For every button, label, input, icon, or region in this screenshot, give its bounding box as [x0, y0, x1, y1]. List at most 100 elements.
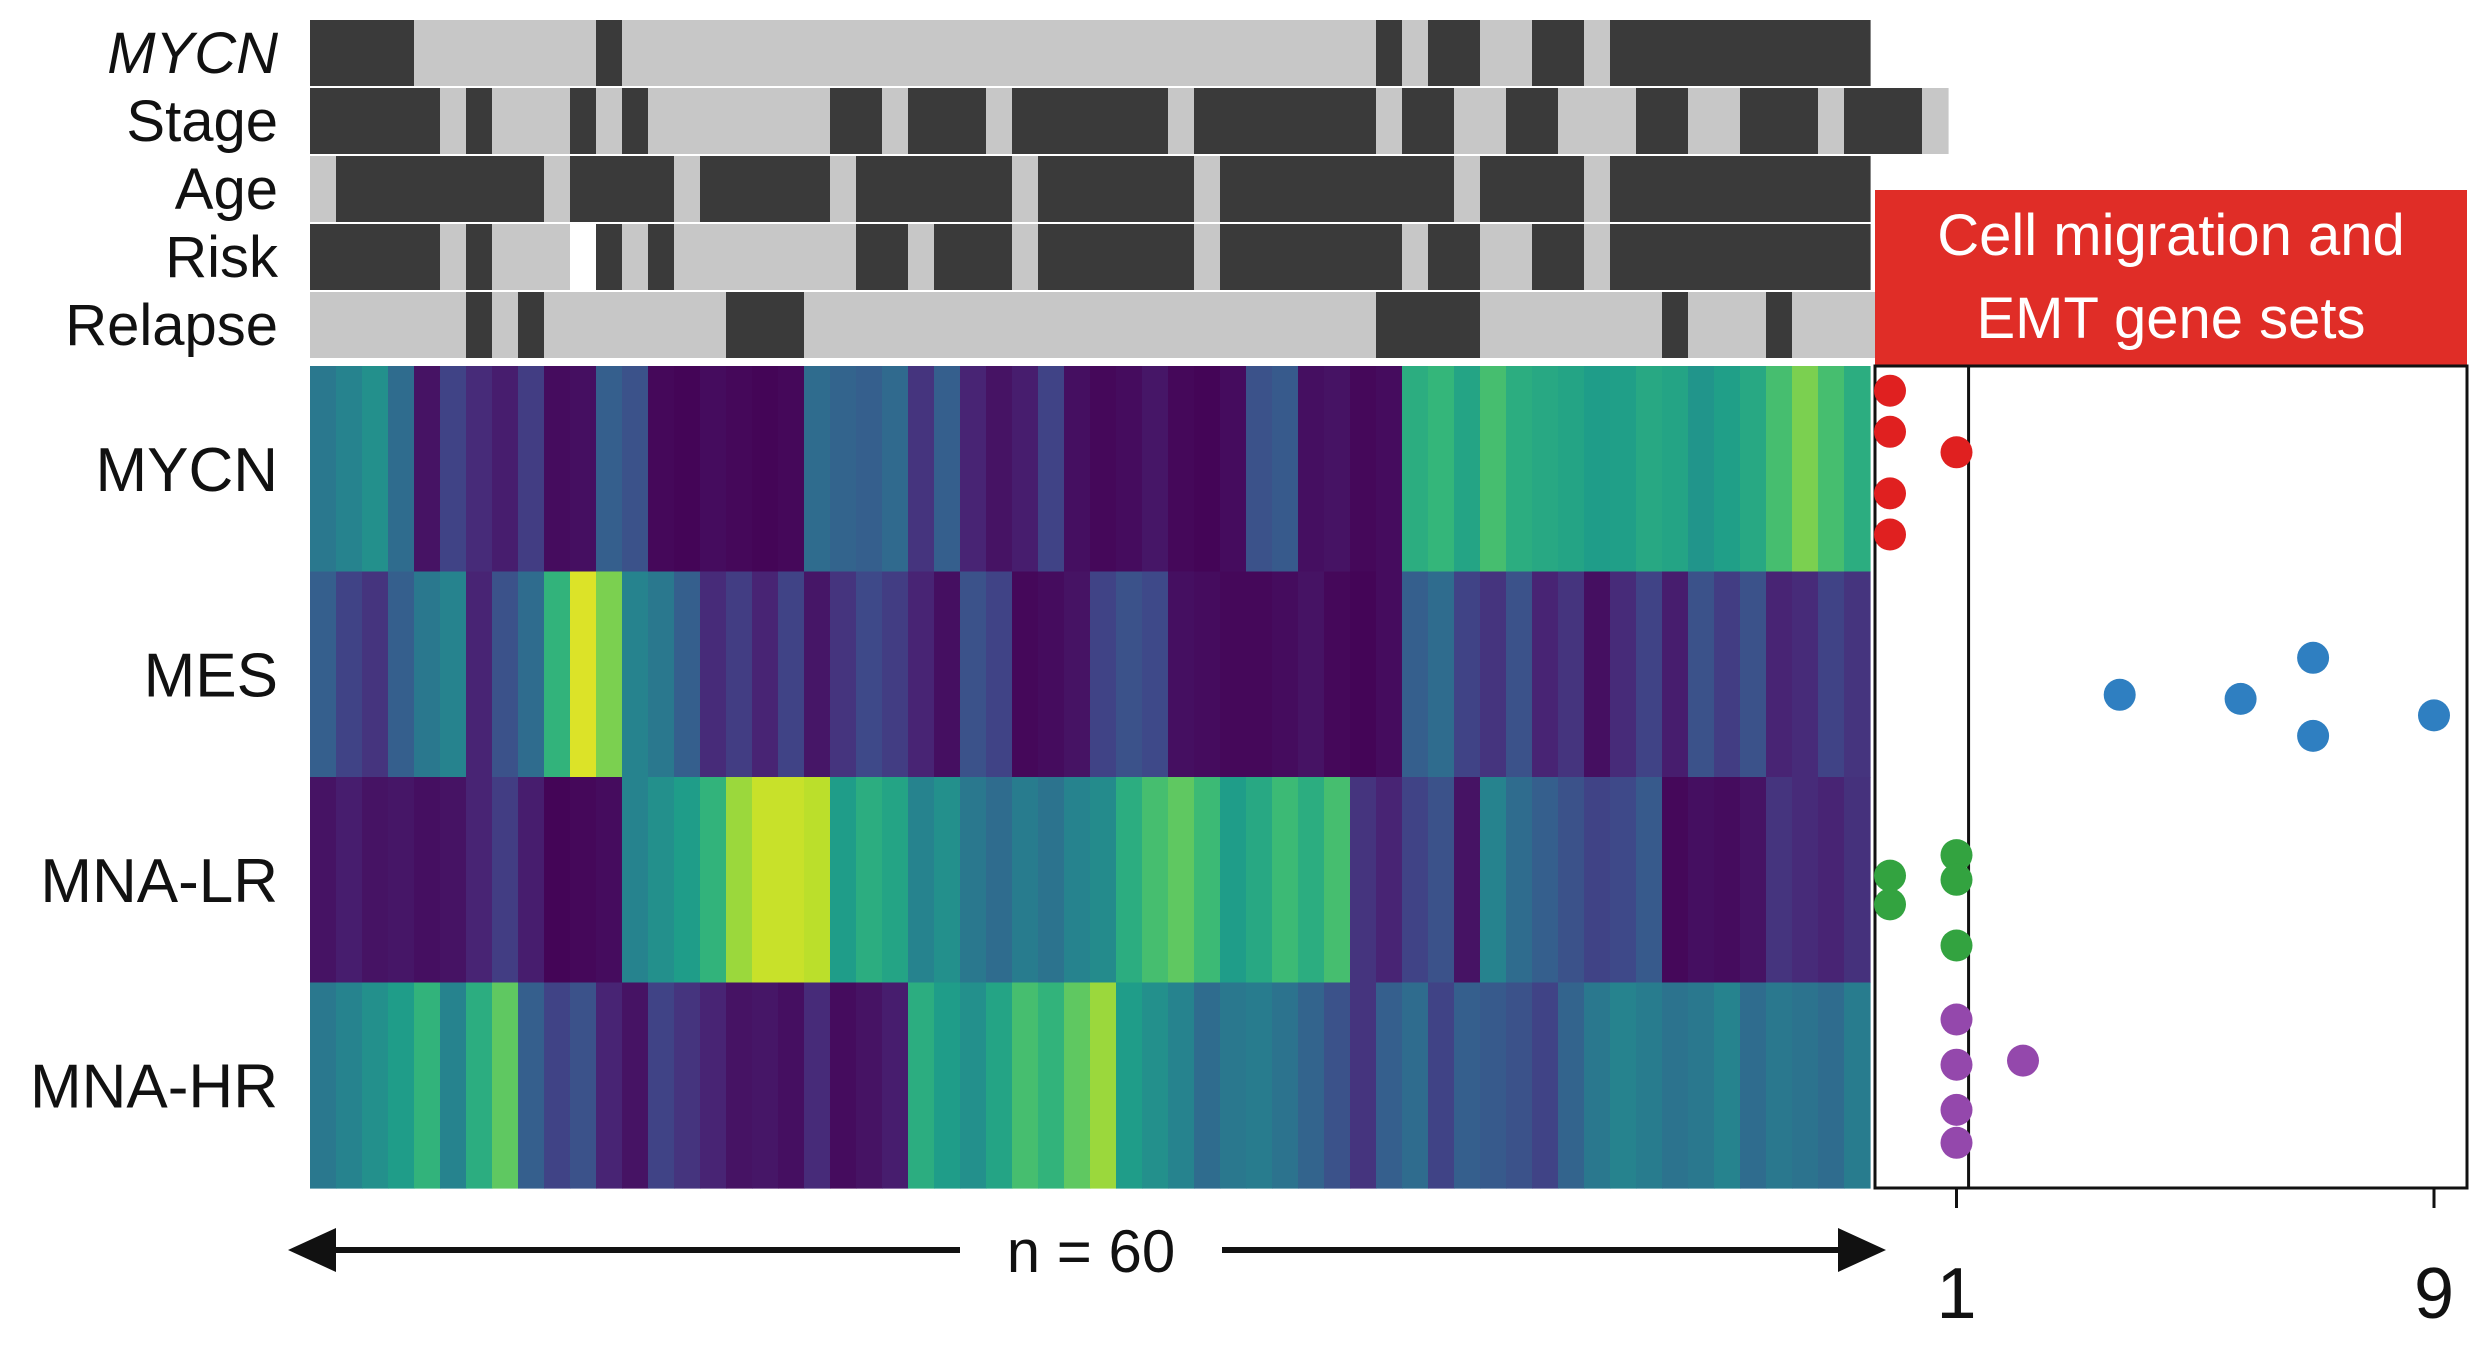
gene-set-dot	[1940, 863, 1973, 896]
heatmap-cell	[1662, 571, 1689, 778]
heatmap-cell	[1064, 777, 1091, 984]
heatmap-cell	[1142, 571, 1169, 778]
annotation-segment	[310, 88, 441, 154]
heatmap-cell	[1844, 366, 1871, 573]
heatmap-cell	[1324, 571, 1351, 778]
heatmap-cell	[1324, 366, 1351, 573]
heatmap-cell	[622, 982, 649, 1189]
annotation-segment	[1584, 224, 1611, 290]
annotation-segment	[908, 224, 935, 290]
annotation-segment	[1038, 156, 1195, 222]
gene-set-dot	[1874, 374, 1906, 407]
annotation-segment	[726, 292, 805, 358]
heatmap-cell	[440, 366, 467, 573]
heatmap-cell	[1818, 366, 1845, 573]
annotation-segment	[518, 292, 545, 358]
annotation-segment	[1194, 88, 1377, 154]
heatmap-cell	[778, 366, 805, 573]
gene-set-dot	[1940, 839, 1973, 872]
gene-set-dot	[2224, 682, 2257, 715]
annotation-segment	[1376, 20, 1403, 86]
heatmap-cell	[1584, 982, 1611, 1189]
heatmap-cell	[310, 571, 337, 778]
heatmap-cell	[544, 982, 571, 1189]
heatmap-cell	[1688, 777, 1715, 984]
annotation-segment	[1636, 88, 1689, 154]
heatmap-cell	[1688, 982, 1715, 1189]
heatmap-cell	[1012, 571, 1039, 778]
heatmap-cell	[1116, 982, 1143, 1189]
heatmap-cell	[1090, 777, 1117, 984]
annotation-segment	[648, 88, 831, 154]
gene-set-dot	[2297, 719, 2330, 752]
heatmap-cell	[1532, 366, 1559, 573]
heatmap-cell	[1168, 777, 1195, 984]
heatmap-cell	[726, 777, 753, 984]
heatmap-cell	[648, 366, 675, 573]
heatmap-cell	[1428, 366, 1455, 573]
heatmap-cell	[1844, 982, 1871, 1189]
heatmap-cell	[1194, 571, 1221, 778]
heatmap-cell	[1116, 571, 1143, 778]
heatmap-cell	[856, 777, 883, 984]
heatmap-cell	[336, 571, 363, 778]
heatmap-cell	[1714, 366, 1741, 573]
annotation-segment	[1220, 224, 1403, 290]
annotation-segment	[1402, 88, 1455, 154]
heatmap-cell	[466, 982, 493, 1189]
annotation-segment	[1428, 20, 1481, 86]
heatmap-cell	[1610, 571, 1637, 778]
heatmap-cell	[1220, 366, 1247, 573]
heatmap-cell	[752, 366, 779, 573]
annotation-segment	[1818, 88, 1845, 154]
heatmap-cell	[1480, 366, 1507, 573]
heatmap-cell	[310, 982, 337, 1189]
heatmap-cell	[310, 366, 337, 573]
annotation-segment	[310, 292, 467, 358]
heatmap-cell	[1506, 777, 1533, 984]
heatmap-cell	[570, 777, 597, 984]
sample-count-axis: n = 60	[288, 1218, 1886, 1285]
heatmap-cell	[1246, 777, 1273, 984]
annotation-segment	[882, 88, 909, 154]
heatmap-cell	[674, 777, 701, 984]
heatmap-cell	[1558, 571, 1585, 778]
annotation-segment	[570, 156, 675, 222]
annotation-segment	[1376, 88, 1403, 154]
heatmap-cells	[310, 366, 1871, 1189]
heatmap-cell	[1688, 366, 1715, 573]
annotation-segment	[1506, 88, 1559, 154]
gene-set-dot	[1940, 1048, 1973, 1081]
heatmap-cell	[934, 982, 961, 1189]
annotation-segment	[1428, 224, 1481, 290]
heatmap-cell	[388, 366, 415, 573]
heatmap-cell	[726, 366, 753, 573]
heatmap-cell	[492, 777, 519, 984]
heatmap-cell	[1662, 366, 1689, 573]
heatmap-cell	[856, 982, 883, 1189]
annotation-segment	[622, 224, 649, 290]
heatmap-cell	[622, 777, 649, 984]
heatmap-cell	[1766, 982, 1793, 1189]
heatmap-cell	[1090, 571, 1117, 778]
heatmap-cell	[1714, 982, 1741, 1189]
heatmap-cell	[336, 982, 363, 1189]
annotation-segment	[440, 224, 467, 290]
heatmap-cell	[1584, 777, 1611, 984]
annotation-segment	[1766, 292, 1793, 358]
heatmap-cell	[1376, 777, 1403, 984]
annotation-segment	[908, 88, 987, 154]
gene-set-panel-title-line-2: EMT gene sets	[1976, 286, 2365, 351]
heatmap-cell	[648, 571, 675, 778]
annotation-segment	[1922, 88, 1949, 154]
heatmap-cell	[1064, 571, 1091, 778]
annotation-segment	[1610, 156, 1871, 222]
heatmap-cell	[596, 982, 623, 1189]
heatmap-cell	[362, 982, 389, 1189]
annotation-segment	[830, 88, 883, 154]
heatmap-cell	[986, 366, 1013, 573]
heatmap-cell	[1662, 777, 1689, 984]
heatmap-cell	[1038, 571, 1065, 778]
heatmap-cell	[1480, 777, 1507, 984]
